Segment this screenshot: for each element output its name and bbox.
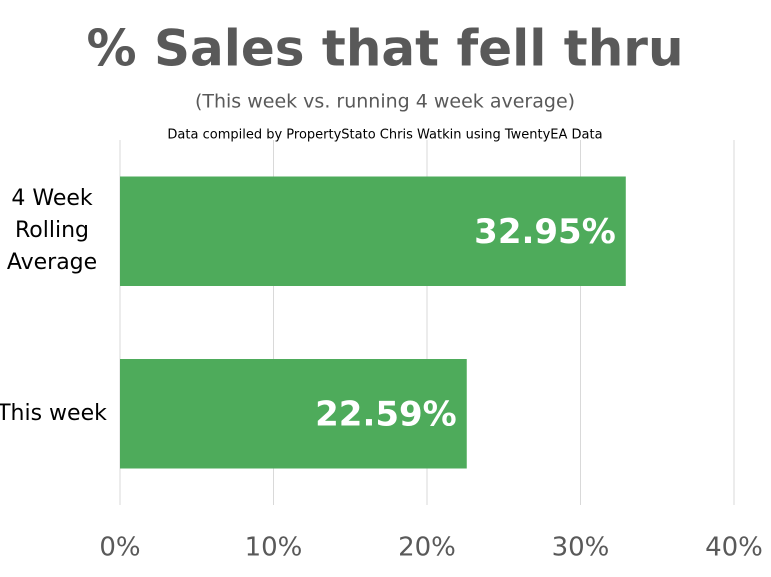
bar (120, 359, 467, 469)
bar (120, 176, 626, 286)
value-label: 32.95% (474, 212, 616, 252)
chart-title: % Sales that fell thru (86, 20, 683, 78)
x-tick-label: 10% (245, 533, 303, 563)
y-tick-label: 4 Week Rolling Average (6, 186, 98, 276)
chart-subtitle: (This week vs. running 4 week average) (195, 91, 575, 113)
y-tick-label: This week (0, 400, 107, 426)
x-tick-label: 40% (705, 533, 763, 563)
x-tick-label: 20% (398, 533, 456, 563)
x-tick-label: 0% (99, 533, 140, 563)
x-tick-label: 30% (552, 533, 610, 563)
value-label: 22.59% (315, 394, 457, 434)
chart-note: Data compiled by PropertyStato Chris Wat… (167, 128, 602, 143)
